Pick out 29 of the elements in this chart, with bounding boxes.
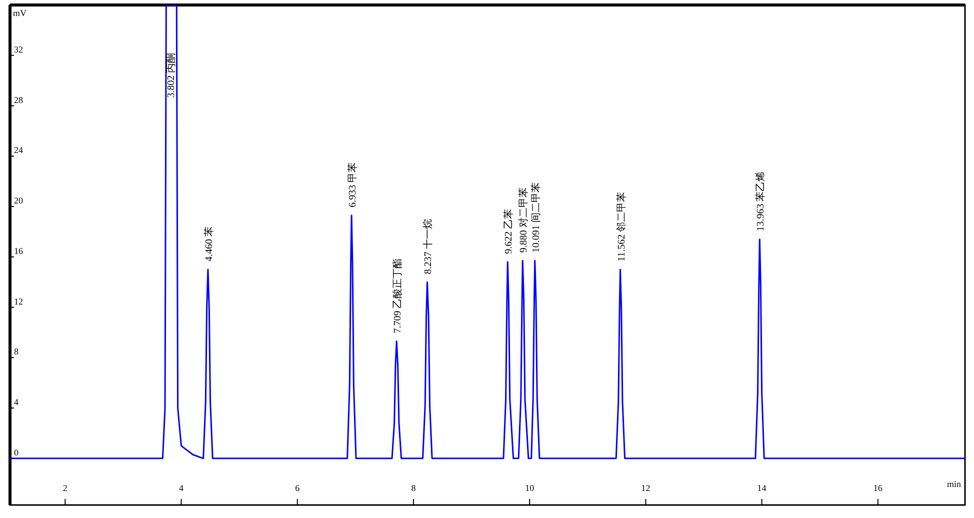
x-tick-label: 4 (179, 483, 184, 493)
annotation: 9.622 乙苯 (502, 208, 515, 254)
annotation: 11.562 邻二甲苯 (615, 192, 628, 262)
x-tick-label: 12 (641, 483, 650, 493)
y-tick-label: 8 (14, 346, 19, 357)
x-tick-label: 14 (757, 483, 767, 493)
annotation: 10.091 间二甲苯 (530, 182, 542, 253)
annotation: 3.802 丙酮 (166, 52, 177, 98)
x-tick-label: 6 (295, 483, 300, 493)
x-tick-label: 2 (62, 483, 68, 493)
y-tick-label: 4 (14, 397, 19, 408)
y-tick-label: 28 (14, 94, 24, 105)
y-tick-label: 12 (14, 296, 23, 306)
annotation: 8.237 十一烷 (422, 219, 434, 274)
y-tick-label: 32 (14, 44, 23, 54)
annotation: 7.709 乙酸正丁酯 (392, 258, 404, 334)
x-tick-label: 8 (411, 483, 416, 493)
x-tick-label: 10 (525, 483, 535, 493)
y-tick-label: 24 (14, 145, 24, 156)
y-axis-title: mV (13, 8, 27, 18)
annotation: 13.963 苯乙烯 (754, 171, 767, 232)
x-axis-title: min (946, 479, 962, 489)
annotation: 9.880 对二甲苯 (518, 188, 530, 253)
x-tick-label: 16 (873, 483, 883, 493)
y-tick-label: 16 (14, 246, 24, 256)
annotation: 4.460 苯 (202, 226, 215, 262)
annotation: 6.933 甲苯 (346, 162, 359, 208)
y-tick-label: 20 (14, 196, 24, 206)
y-tick-label: 0 (14, 447, 19, 458)
